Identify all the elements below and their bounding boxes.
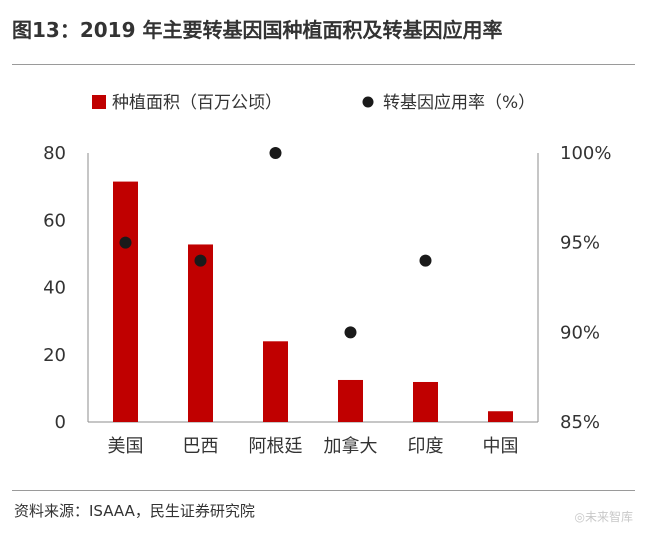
bar [263,341,288,422]
bar [413,381,438,422]
y-left-tick-label: 0 [55,412,66,433]
legend-bar-swatch [92,95,106,109]
scatter-point [269,147,282,159]
legend-dot-swatch [362,96,374,108]
y-right-tick-label: 85% [560,412,600,433]
y-left-tick-label: 20 [43,345,66,366]
bar [188,244,213,422]
y-right-tick-label: 100% [560,143,611,164]
scatter-point [344,326,357,339]
x-tick-label: 巴西 [183,436,219,457]
y-right-ticks: 85% 90% 95% 100% [560,143,611,433]
x-tick-label: 印度 [408,436,444,457]
watermark: ◎未来智库 [574,510,633,524]
y-right-tick-label: 90% [560,322,600,343]
source-note: 资料来源：ISAAA，民生证券研究院 [14,502,255,520]
x-tick-labels: 美国 巴西 阿根廷 加拿大 印度 中国 [108,435,519,457]
y-left-tick-label: 40 [43,278,66,299]
bar [113,181,138,422]
dots [119,147,432,339]
legend-dot-label: 转基因应用率（%） [383,93,535,113]
legend-bar-label: 种植面积（百万公顷） [112,93,282,113]
y-right-tick-label: 95% [560,233,600,254]
legend: 种植面积（百万公顷） 转基因应用率（%） [92,93,535,113]
y-left-tick-label: 60 [43,210,66,231]
x-tick-label: 美国 [108,436,144,457]
y-left-tick-label: 80 [43,143,66,164]
bar [338,379,363,422]
x-tick-label: 中国 [483,436,519,457]
bars [113,181,513,422]
bar [488,411,513,422]
title-divider [12,64,635,65]
scatter-point [419,254,432,267]
scatter-point [119,236,132,249]
x-tick-label: 阿根廷 [249,436,303,457]
source-divider [12,490,635,491]
chart: 种植面积（百万公顷） 转基因应用率（%） 0 20 40 60 80 85% 90% 95%… [43,93,611,457]
x-tick-label: 加拿大 [324,435,378,457]
page-title: 图13：2019 年主要转基因国种植面积及转基因应用率 [12,18,503,42]
scatter-point [194,254,207,267]
y-left-ticks: 0 20 40 60 80 [43,143,66,433]
